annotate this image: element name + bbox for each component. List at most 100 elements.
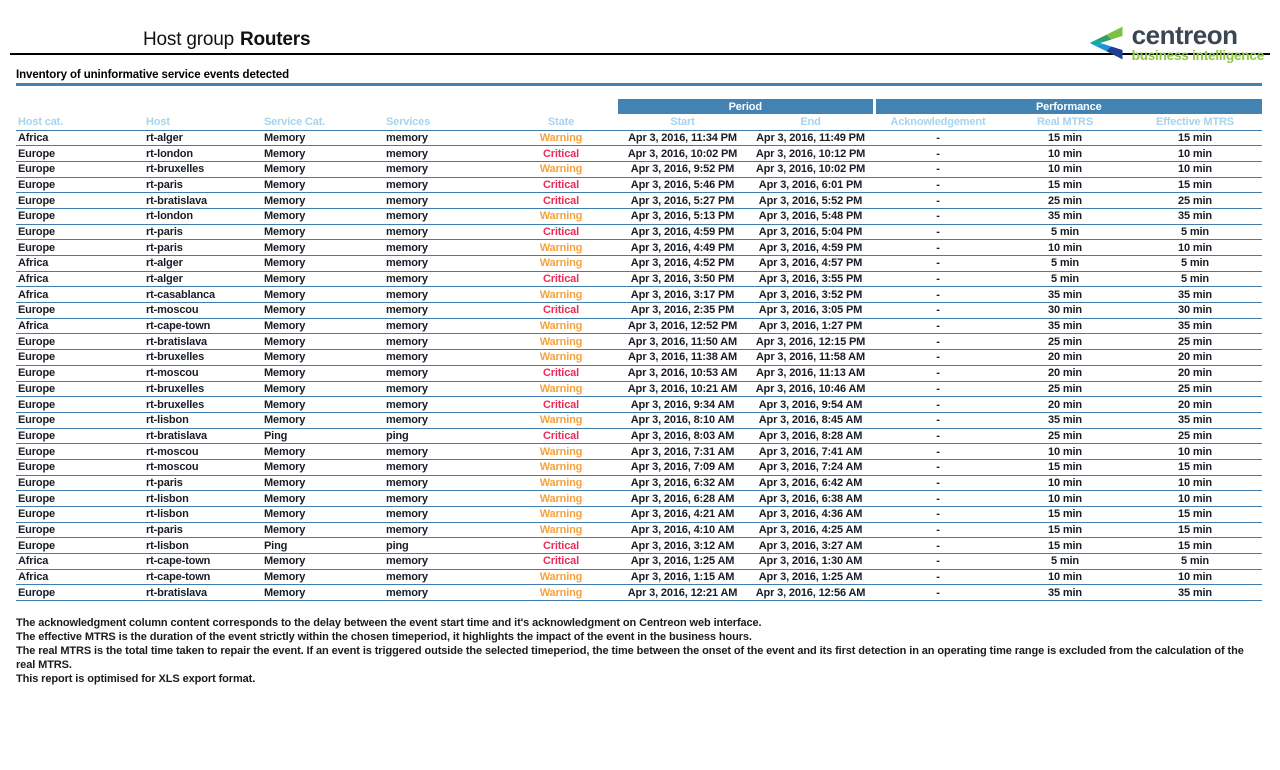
cell-state: Warning: [504, 475, 618, 492]
cell-host-category: Africa: [16, 553, 144, 570]
cell-real-mtrs: 25 min: [1002, 192, 1128, 209]
cell-end: Apr 3, 2016, 12:56 AM: [747, 584, 874, 602]
table-row: Europe rt-paris Memory memory Warning Ap…: [16, 522, 1263, 539]
cell-service: memory: [384, 569, 504, 586]
cell-host-category: Europe: [16, 428, 144, 445]
cell-end: Apr 3, 2016, 4:36 AM: [747, 506, 874, 523]
cell-effective-mtrs: 5 min: [1128, 255, 1263, 272]
cell-host-category: Europe: [16, 459, 144, 476]
cell-host: rt-london: [144, 145, 262, 162]
table-row: Africa rt-alger Memory memory Warning Ap…: [16, 130, 1263, 147]
cell-host: rt-alger: [144, 271, 262, 288]
cell-start: Apr 3, 2016, 9:34 AM: [618, 396, 747, 413]
table-row: Europe rt-bratislava Memory memory Warni…: [16, 333, 1263, 351]
cell-service-category: Memory: [262, 490, 384, 507]
cell-service: memory: [384, 224, 504, 241]
cell-state: Critical: [504, 537, 618, 555]
cell-state: Critical: [504, 428, 618, 445]
cell-host-category: Europe: [16, 381, 144, 398]
cell-acknowledgement: -: [874, 130, 1002, 147]
cell-real-mtrs: 5 min: [1002, 255, 1128, 272]
centreon-wordmark: centreon: [1131, 20, 1238, 50]
cell-state: Warning: [504, 569, 618, 586]
cell-start: Apr 3, 2016, 10:21 AM: [618, 381, 747, 398]
table-row: Europe rt-bruxelles Memory memory Warnin…: [16, 161, 1263, 178]
cell-host: rt-bratislava: [144, 584, 262, 602]
cell-state: Warning: [504, 412, 618, 429]
table-row: Europe rt-bratislava Memory memory Warni…: [16, 584, 1263, 602]
cell-effective-mtrs: 10 min: [1128, 490, 1263, 507]
cell-real-mtrs: 25 min: [1002, 333, 1128, 351]
cell-state: Warning: [504, 333, 618, 351]
cell-effective-mtrs: 5 min: [1128, 553, 1263, 570]
cell-effective-mtrs: 5 min: [1128, 271, 1263, 288]
table-row: Europe rt-bruxelles Memory memory Warnin…: [16, 349, 1263, 366]
cell-acknowledgement: -: [874, 381, 1002, 398]
cell-start: Apr 3, 2016, 3:12 AM: [618, 537, 747, 555]
cell-real-mtrs: 15 min: [1002, 130, 1128, 147]
cell-real-mtrs: 5 min: [1002, 224, 1128, 241]
table-row: Europe rt-lisbon Ping ping Critical Apr …: [16, 537, 1263, 555]
cell-service: memory: [384, 192, 504, 209]
cell-end: Apr 3, 2016, 8:45 AM: [747, 412, 874, 429]
cell-real-mtrs: 15 min: [1002, 459, 1128, 476]
cell-service-category: Memory: [262, 286, 384, 304]
report-page: Host group Routers centreon business inte…: [10, 20, 1270, 685]
cell-effective-mtrs: 35 min: [1128, 208, 1263, 225]
cell-acknowledgement: -: [874, 553, 1002, 570]
cell-effective-mtrs: 25 min: [1128, 192, 1263, 209]
footnote-acknowledgment: The acknowledgment column content corres…: [16, 617, 762, 630]
events-table: Period Performance Host cat. Host Servic…: [16, 99, 1263, 602]
col-header-service-category: Service Cat.: [262, 114, 384, 131]
col-header-host-category: Host cat.: [16, 114, 144, 131]
cell-acknowledgement: -: [874, 161, 1002, 178]
cell-host-category: Africa: [16, 271, 144, 288]
cell-effective-mtrs: 25 min: [1128, 428, 1263, 445]
cell-host-category: Europe: [16, 443, 144, 460]
cell-real-mtrs: 15 min: [1002, 522, 1128, 539]
cell-real-mtrs: 15 min: [1002, 537, 1128, 555]
cell-end: Apr 3, 2016, 10:02 PM: [747, 161, 874, 178]
cell-real-mtrs: 10 min: [1002, 443, 1128, 460]
cell-host-category: Europe: [16, 396, 144, 413]
cell-real-mtrs: 20 min: [1002, 365, 1128, 382]
cell-end: Apr 3, 2016, 3:52 PM: [747, 286, 874, 304]
cell-host-category: Europe: [16, 490, 144, 507]
cell-end: Apr 3, 2016, 6:38 AM: [747, 490, 874, 507]
cell-effective-mtrs: 10 min: [1128, 239, 1263, 256]
column-header-row: Host cat. Host Service Cat. Services Sta…: [16, 114, 1263, 131]
cell-acknowledgement: -: [874, 145, 1002, 162]
cell-host-category: Europe: [16, 333, 144, 351]
cell-real-mtrs: 35 min: [1002, 412, 1128, 429]
cell-start: Apr 3, 2016, 4:49 PM: [618, 239, 747, 256]
cell-service: memory: [384, 396, 504, 413]
cell-service-category: Memory: [262, 224, 384, 241]
cell-acknowledgement: -: [874, 208, 1002, 225]
cell-host: rt-bruxelles: [144, 161, 262, 178]
cell-host: rt-paris: [144, 522, 262, 539]
cell-effective-mtrs: 10 min: [1128, 443, 1263, 460]
cell-state: Critical: [504, 302, 618, 319]
cell-start: Apr 3, 2016, 6:32 AM: [618, 475, 747, 492]
cell-end: Apr 3, 2016, 3:55 PM: [747, 271, 874, 288]
cell-host: rt-moscou: [144, 443, 262, 460]
cell-host-category: Africa: [16, 286, 144, 304]
cell-real-mtrs: 25 min: [1002, 428, 1128, 445]
cell-state: Warning: [504, 584, 618, 602]
table-row: Europe rt-lisbon Memory memory Warning A…: [16, 490, 1263, 507]
centreon-tagline: business intelligence: [1131, 48, 1265, 63]
cell-end: Apr 3, 2016, 4:59 PM: [747, 239, 874, 256]
cell-service-category: Memory: [262, 192, 384, 209]
cell-real-mtrs: 5 min: [1002, 271, 1128, 288]
footnote-real-mtrs: The real MTRS is the total time taken to…: [16, 645, 1244, 672]
col-header-host: Host: [144, 114, 262, 131]
table-row: Africa rt-cape-town Memory memory Warnin…: [16, 318, 1263, 335]
cell-start: Apr 3, 2016, 7:31 AM: [618, 443, 747, 460]
cell-service: memory: [384, 271, 504, 288]
cell-start: Apr 3, 2016, 9:52 PM: [618, 161, 747, 178]
cell-host: rt-lisbon: [144, 537, 262, 555]
table-row: Europe rt-bratislava Ping ping Critical …: [16, 428, 1263, 445]
cell-end: Apr 3, 2016, 11:58 AM: [747, 349, 874, 366]
cell-end: Apr 3, 2016, 5:04 PM: [747, 224, 874, 241]
cell-service-category: Ping: [262, 428, 384, 445]
